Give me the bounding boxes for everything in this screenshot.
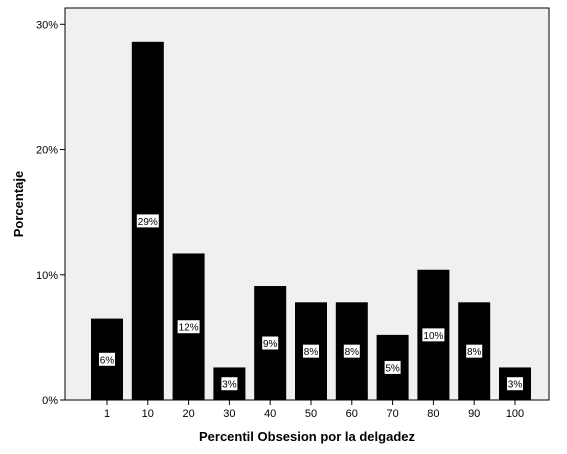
data-label: 3% [508,380,523,391]
y-tick-label: 20% [36,145,58,157]
x-tick-label: 30 [223,408,235,420]
data-label-box [303,344,319,358]
x-tick-label: 20 [182,408,194,420]
x-tick-label: 40 [264,408,276,420]
y-axis-title: Porcentaje [11,171,26,237]
data-label-box [384,360,401,374]
x-tick-label: 80 [427,408,439,420]
x-tick-label: 1 [104,408,110,420]
x-tick-label: 90 [468,408,480,420]
data-label-box [177,320,200,334]
x-axis: 1 10 20 30 40 50 60 70 80 90 100 [104,400,524,420]
data-labels: 6% 29% 12% 3% 9% 8% 8% 5% 10% 8% 3% [99,214,523,391]
x-tick-label: 100 [506,408,524,420]
data-label-box [262,336,279,350]
data-label: 8% [345,347,360,358]
x-tick-label: 60 [346,408,358,420]
y-tick-label: 30% [36,19,58,31]
data-label-box [466,344,483,358]
data-label: 10% [423,331,443,342]
data-label-box [136,214,159,228]
y-axis: 0% 10% 20% 30% [36,19,65,407]
data-label-box [507,377,523,391]
data-label-box [99,352,115,366]
x-axis-title: Percentil Obsesion por la delgadez [199,429,416,444]
data-label: 29% [138,217,158,228]
data-label: 9% [263,339,278,350]
data-label: 3% [222,380,237,391]
x-tick-label: 70 [386,408,398,420]
data-label: 8% [304,347,319,358]
data-label-box [422,328,445,342]
x-tick-label: 50 [305,408,317,420]
data-label: 5% [385,363,400,374]
data-label-box [221,377,238,391]
data-label: 12% [179,323,199,334]
data-label: 8% [467,347,482,358]
y-tick-label: 0% [42,395,58,407]
x-tick-label: 10 [142,408,154,420]
y-tick-label: 10% [36,270,58,282]
data-label-box [343,344,360,358]
data-label: 6% [100,355,115,366]
